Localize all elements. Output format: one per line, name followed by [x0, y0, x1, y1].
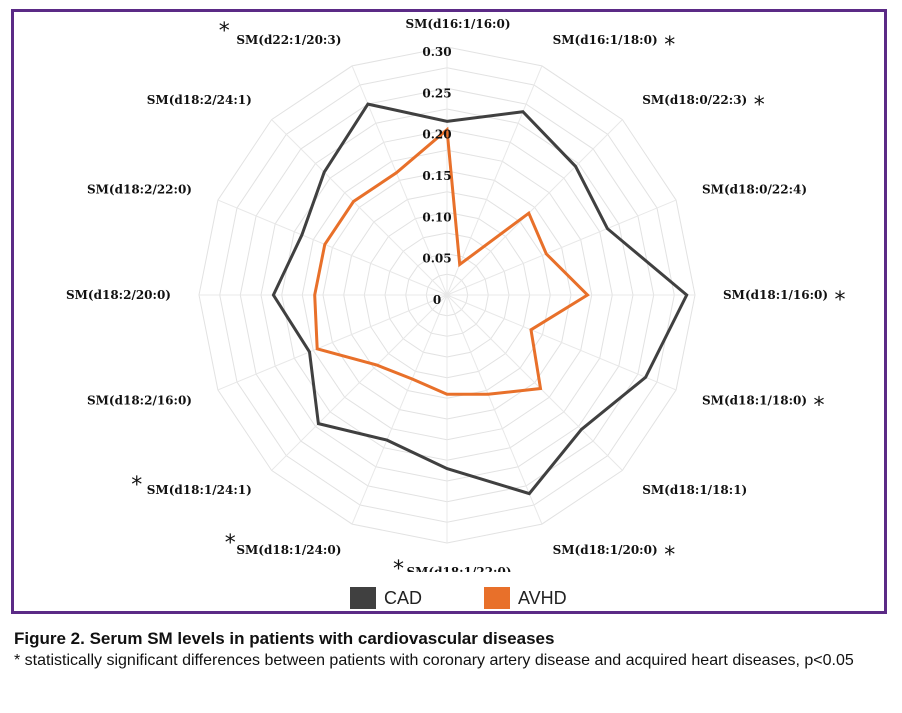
grid-spoke	[271, 294, 448, 471]
legend-swatch-cad	[350, 587, 376, 609]
significance-marker: *	[219, 19, 230, 44]
grid-spoke	[217, 199, 448, 296]
grid-spoke	[217, 294, 448, 391]
radial-tick-label: 0.30	[422, 45, 451, 59]
axis-label: SM(d18:1/18:1)	[642, 483, 747, 497]
grid-spoke	[446, 294, 543, 525]
legend-label-avhd: AVHD	[518, 588, 567, 608]
significance-marker: *	[835, 288, 846, 313]
significance-marker: *	[393, 557, 404, 572]
grid-spoke	[446, 294, 677, 391]
significance-marker: *	[131, 473, 142, 498]
grid-spoke	[446, 65, 543, 296]
series-line-avhd	[313, 126, 590, 396]
axis-label: SM(d18:2/24:1)	[147, 93, 252, 107]
radial-tick-label: 0.25	[422, 86, 451, 100]
axis-label: SM(d22:1/20:3)	[236, 33, 341, 47]
axis-label: SM(d18:1/18:0)	[702, 394, 807, 408]
series-line-cad	[271, 102, 689, 496]
axis-label: SM(d18:1/24:1)	[147, 483, 252, 497]
grid-spoke	[271, 119, 448, 296]
axis-label: SM(d18:2/16:0)	[87, 394, 192, 408]
legend-label-cad: CAD	[384, 588, 423, 608]
grid-spoke	[446, 294, 623, 471]
significance-marker: *	[754, 93, 765, 118]
axis-label: SM(d18:1/24:0)	[236, 543, 341, 557]
radial-tick-label: 0.10	[422, 210, 451, 224]
axis-label: SM(d18:1/20:0)	[553, 543, 658, 557]
significance-marker: *	[664, 33, 675, 58]
radial-tick-label: 0.05	[422, 252, 451, 266]
caption-note: * statistically significant differences …	[14, 652, 854, 669]
caption-title: Figure 2. Serum SM levels in patients wi…	[14, 629, 555, 648]
axis-label: SM(d18:0/22:3)	[642, 93, 747, 107]
grid-spoke	[351, 294, 448, 525]
significance-marker: *	[664, 543, 675, 568]
axis-label: SM(d18:2/22:0)	[87, 182, 192, 196]
legend-swatch-avhd	[484, 587, 510, 609]
axis-label: SM(d18:1/16:0)	[723, 288, 828, 302]
figure-caption: Figure 2. Serum SM levels in patients wi…	[14, 628, 894, 671]
radar-chart: 0 0.05 0.10 0.15 0.20 0.25 0.30 SM(d16:1/16:0) S…	[66, 17, 846, 572]
axis-label: SM(d18:2/20:0)	[66, 288, 171, 302]
grid-spoke	[446, 119, 623, 296]
radial-tick-label: 0	[433, 293, 441, 307]
axis-label: SM(d18:1/22:0)	[406, 565, 511, 572]
significance-marker: *	[814, 394, 825, 419]
grid-spoke	[446, 199, 677, 296]
radial-tick-label: 0.20	[422, 128, 451, 142]
axis-label: SM(d16:1/18:0)	[553, 33, 658, 47]
significance-marker: *	[225, 531, 236, 556]
axis-label: SM(d16:1/16:0)	[405, 17, 510, 31]
radial-tick-label: 0.15	[422, 169, 451, 183]
axis-label: SM(d18:0/22:4)	[702, 182, 807, 196]
chart-frame: 0 0.05 0.10 0.15 0.20 0.25 0.30 SM(d16:1/16:0) S…	[11, 9, 887, 614]
